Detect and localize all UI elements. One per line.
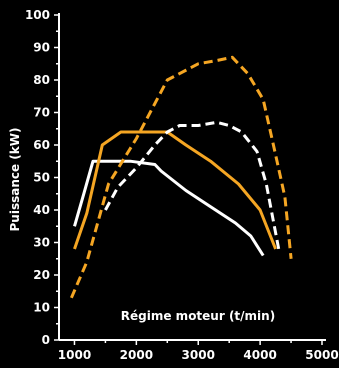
y-tick-label: 40 <box>33 203 50 217</box>
y-tick-label: 0 <box>42 333 50 347</box>
series-line-2 <box>73 130 277 250</box>
x-tick-label: 5000 <box>305 348 338 362</box>
y-tick-label: 90 <box>33 41 50 55</box>
series-lines <box>70 55 293 299</box>
x-tick-label: 3000 <box>182 348 215 362</box>
y-tick-label: 50 <box>33 171 50 185</box>
y-tick-label: 80 <box>33 73 50 87</box>
x-tick-label: 4000 <box>243 348 276 362</box>
y-tick-label: 60 <box>33 138 50 152</box>
x-tick-label: 1000 <box>58 348 91 362</box>
ticks: 0 10 20 30 40 50 60 70 80 90 100 1000 2000 3000 4000 50… <box>25 8 339 362</box>
y-tick-label: 30 <box>33 236 50 250</box>
axes <box>58 13 326 341</box>
y-tick-label: 100 <box>25 8 50 22</box>
x-tick-label: 2000 <box>120 348 153 362</box>
y-tick-label: 70 <box>33 106 50 120</box>
x-axis-title: Régime moteur (t/min) <box>121 309 275 323</box>
series-line-4 <box>70 55 293 299</box>
y-tick-label: 20 <box>33 268 50 282</box>
series-line-3 <box>104 120 281 250</box>
y-tick-label: 10 <box>33 301 50 315</box>
y-axis-title: Puissance (kW) <box>8 128 22 232</box>
series-line-1 <box>73 159 265 257</box>
